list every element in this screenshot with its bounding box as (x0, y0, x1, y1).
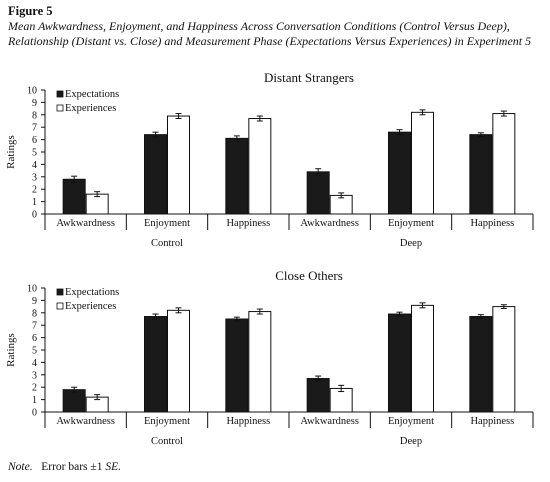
legend-swatch-experiences (56, 104, 64, 112)
bar-experiences-1 (167, 309, 190, 413)
bar-expectations-2 (225, 318, 249, 413)
y-tick-label: 4 (32, 160, 37, 171)
y-tick-label: 9 (32, 296, 37, 307)
y-tick-label: 3 (32, 172, 37, 183)
legend-swatch-experiences (56, 302, 64, 310)
y-tick-label: 5 (32, 148, 37, 159)
y-tick-label: 8 (32, 308, 37, 319)
y-tick-label: 0 (32, 408, 37, 419)
x-group-label: Control (151, 238, 183, 249)
y-tick-label: 8 (32, 110, 37, 121)
y-axis-title: Ratings (5, 333, 17, 367)
bar-experiences-2 (248, 118, 272, 215)
bar-expectations-4 (388, 313, 411, 413)
y-tick-label: 3 (32, 370, 37, 381)
bar-expectations-3 (306, 378, 330, 413)
figure-note: Note. Error bars ±1 SE. (8, 461, 121, 473)
bar-expectations-4 (388, 131, 411, 215)
x-tick-label: Awkwardness (56, 218, 115, 229)
note-se: SE. (105, 461, 121, 473)
bar-experiences-4 (411, 304, 434, 413)
legend-label: Experiences (65, 301, 116, 312)
bar-expectations-1 (144, 316, 167, 413)
y-axis-title: Ratings (5, 135, 17, 169)
legend-swatch-expectations (56, 90, 64, 98)
x-tick-label: Happiness (470, 218, 514, 229)
y-tick-label: 5 (32, 346, 37, 357)
x-group-label: Deep (400, 436, 422, 447)
y-tick-label: 10 (27, 284, 37, 295)
y-tick-label: 1 (32, 197, 37, 208)
note-text: Error bars ±1 (41, 461, 106, 473)
bar-expectations-3 (306, 171, 330, 215)
bar-expectations-0 (62, 389, 86, 413)
note-prefix: Note. (8, 461, 33, 473)
bar-experiences-2 (248, 311, 272, 413)
y-tick-label: 2 (32, 185, 37, 196)
figure-caption: Mean Awkwardness, Enjoyment, and Happine… (8, 19, 532, 48)
legend-label: Expectations (65, 287, 119, 298)
x-tick-label: Happiness (470, 416, 514, 427)
y-tick-label: 1 (32, 395, 37, 406)
bar-experiences-5 (492, 113, 516, 215)
x-tick-label: Enjoyment (144, 416, 190, 427)
bar-experiences-4 (411, 111, 434, 215)
y-tick-label: 6 (32, 135, 37, 146)
legend-label: Experiences (65, 103, 116, 114)
legend-label: Expectations (65, 89, 119, 100)
x-tick-label: Happiness (226, 416, 270, 427)
bar-experiences-5 (492, 306, 516, 413)
y-tick-label: 6 (32, 333, 37, 344)
x-tick-label: Enjoyment (388, 218, 434, 229)
y-tick-label: 4 (32, 358, 37, 369)
x-tick-label: Happiness (226, 218, 270, 229)
x-tick-label: Awkwardness (300, 416, 359, 427)
y-tick-label: 0 (32, 210, 37, 221)
chart-title: Close Others (275, 268, 343, 283)
x-tick-label: Awkwardness (300, 218, 359, 229)
bar-experiences-1 (167, 115, 190, 215)
x-group-label: Deep (400, 238, 422, 249)
chart-title: Distant Strangers (264, 70, 354, 85)
bar-expectations-2 (225, 137, 249, 215)
y-tick-label: 7 (32, 321, 37, 332)
y-tick-label: 9 (32, 98, 37, 109)
y-tick-label: 7 (32, 123, 37, 134)
bar-expectations-0 (62, 178, 86, 215)
x-tick-label: Enjoyment (144, 218, 190, 229)
bar-expectations-5 (469, 316, 493, 413)
y-tick-label: 2 (32, 383, 37, 394)
x-tick-label: Enjoyment (388, 416, 434, 427)
bar-expectations-5 (469, 134, 493, 215)
x-tick-label: Awkwardness (56, 416, 115, 427)
legend-swatch-expectations (56, 288, 64, 296)
figure-label: Figure 5 (8, 4, 53, 18)
y-tick-label: 10 (27, 86, 37, 97)
x-group-label: Control (151, 436, 183, 447)
bar-expectations-1 (144, 134, 167, 215)
